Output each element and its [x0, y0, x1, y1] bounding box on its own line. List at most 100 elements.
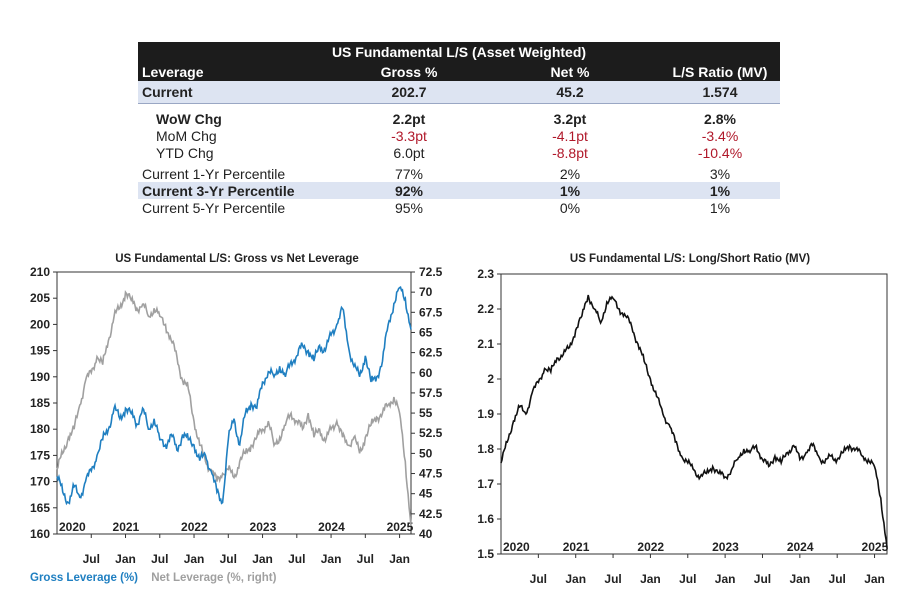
x-month-label: Jan [321, 552, 342, 566]
x-month-label: Jan [715, 572, 736, 586]
cell-net: -8.8pt [552, 144, 588, 161]
y-right-tick-label: 57.5 [419, 386, 443, 400]
x-year-label: 2025 [387, 520, 414, 534]
y-left-tick-label: 195 [30, 344, 50, 358]
cell-ls: 3% [709, 165, 731, 182]
header-net: Net % [550, 63, 590, 80]
cell-gross: -3.3pt [391, 127, 427, 144]
chart-right-title: US Fundamental L/S: Long/Short Ratio (MV… [569, 253, 811, 265]
header-ls-ratio: L/S Ratio (MV) [672, 63, 768, 80]
table-row-current: Current 202.7 45.2 1.574 [138, 81, 780, 104]
x-year-label: 2021 [113, 520, 140, 534]
x-year-label: 2022 [637, 540, 664, 554]
table-row-wow: WoW Chg 2.2pt 3.2pt 2.8% [138, 110, 780, 127]
y-tick-label: 1.9 [477, 407, 494, 421]
ls-ratio-chart: 1.5 1.6 1.7 1.8 1.9 2 2.1 2.2 2.3 2020 2021 2022 202… [477, 267, 889, 586]
cell-ls: -10.4% [697, 144, 743, 161]
y-left-tick-label: 190 [30, 370, 50, 384]
row-label: Current [142, 84, 193, 100]
x-month-label: Jul [679, 572, 696, 586]
cell-ls: 2.8% [704, 110, 736, 127]
table-row-mom: MoM Chg -3.3pt -4.1pt -3.4% [138, 127, 780, 144]
x-month-label: Jul [220, 552, 237, 566]
row-label: Current 3-Yr Percentile [142, 182, 295, 199]
x-month-label: Jan [789, 572, 810, 586]
x-month-label: Jan [184, 552, 205, 566]
y-right-tick-label: 60 [419, 366, 433, 380]
cell-ls: 1.574 [702, 84, 738, 100]
cell-net: 3.2pt [553, 110, 587, 127]
x-year-label: 2020 [503, 540, 530, 554]
series-line-net-leverage [56, 290, 412, 526]
y-tick-label: 2.2 [477, 302, 494, 316]
x-month-label: Jan [252, 552, 273, 566]
x-month-label: Jul [151, 552, 168, 566]
cell-net: 2% [559, 165, 581, 182]
y-left-tick-label: 170 [30, 475, 50, 489]
header-gross: Gross % [380, 63, 438, 80]
series-line-ls-ratio [500, 294, 888, 548]
x-month-label: Jul [604, 572, 621, 586]
table-row-3yr: Current 3-Yr Percentile 92% 1% 1% [138, 182, 780, 199]
row-label: WoW Chg [156, 110, 222, 127]
x-month-label: Jul [829, 572, 846, 586]
table-row-5yr: Current 5-Yr Percentile 95% 0% 1% [138, 199, 780, 216]
plot-frame [500, 273, 888, 555]
cell-net: -4.1pt [552, 127, 588, 144]
y-right-tick-label: 70 [419, 285, 433, 299]
row-label: MoM Chg [156, 127, 217, 144]
y-tick-label: 1.8 [477, 442, 494, 456]
y-left-tick-label: 180 [30, 422, 50, 436]
cell-gross: 6.0pt [393, 144, 425, 161]
y-right-tick-label: 65 [419, 325, 433, 339]
x-month-label: Jan [640, 572, 661, 586]
cell-gross: 202.7 [391, 84, 427, 100]
y-tick-label: 1.7 [477, 477, 494, 491]
x-month-label: Jan [565, 572, 586, 586]
x-month-label: Jul [357, 552, 374, 566]
x-year-label: 2021 [563, 540, 590, 554]
y-left-tick-label: 175 [30, 448, 50, 462]
y-right-tick-label: 42.5 [419, 507, 443, 521]
leverage-table: US Fundamental L/S (Asset Weighted) Leve… [138, 42, 780, 216]
legend-gross: Gross Leverage (%) [30, 572, 139, 584]
y-tick-label: 1.5 [477, 547, 494, 561]
y-left-tick-label: 205 [30, 291, 50, 305]
y-right-tick-label: 52.5 [419, 426, 443, 440]
cell-net: 0% [559, 199, 581, 216]
cell-gross: 95% [394, 199, 424, 216]
row-label: Current 1-Yr Percentile [142, 165, 286, 182]
y-left-tick-label: 210 [30, 265, 50, 279]
y-tick-label: 2 [487, 372, 494, 386]
x-month-label: Jul [754, 572, 771, 586]
y-right-tick-label: 47.5 [419, 467, 443, 481]
y-tick-label: 1.6 [477, 512, 494, 526]
y-right-tick-label: 50 [419, 446, 433, 460]
plot-frame [56, 271, 412, 535]
table-header-row: Leverage Gross % Net % L/S Ratio (MV) [138, 62, 780, 81]
legend-net: Net Leverage (%, right) [151, 572, 277, 584]
x-month-label: Jul [288, 552, 305, 566]
cell-ls: -3.4% [701, 127, 739, 144]
y-right-tick-label: 67.5 [419, 305, 443, 319]
x-year-label: 2025 [862, 540, 889, 554]
chart-legend: Gross Leverage (%) Net Leverage (%, righ… [30, 572, 286, 584]
x-month-label: Jan [864, 572, 885, 586]
header-leverage: Leverage [142, 63, 204, 80]
y-right-tick-label: 72.5 [419, 265, 443, 279]
cell-gross: 77% [394, 165, 424, 182]
x-year-label: 2024 [318, 520, 345, 534]
x-year-label: 2023 [250, 520, 277, 534]
row-label: YTD Chg [156, 144, 214, 161]
x-month-label: Jan [115, 552, 136, 566]
y-right-tick-label: 45 [419, 487, 433, 501]
x-month-label: Jan [389, 552, 410, 566]
chart-left-title: US Fundamental L/S: Gross vs Net Leverag… [115, 253, 359, 265]
cell-gross: 2.2pt [392, 110, 426, 127]
y-right-tick-label: 62.5 [419, 346, 443, 360]
series-line-gross-leverage [56, 286, 412, 506]
x-year-label: 2023 [712, 540, 739, 554]
cell-gross: 92% [394, 182, 424, 199]
x-month-label: Jul [83, 552, 100, 566]
y-left-tick-label: 160 [30, 527, 50, 541]
